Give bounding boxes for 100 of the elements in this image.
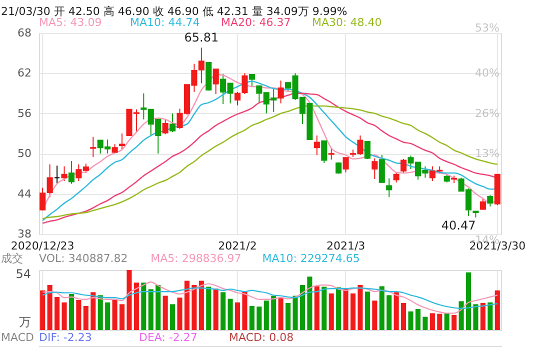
bar: [112, 300, 118, 330]
bar: [343, 288, 348, 330]
candlestick: [364, 141, 370, 160]
bar: [358, 285, 363, 330]
bar: [328, 293, 334, 330]
bar: [76, 300, 82, 330]
y-tick-label: 50: [18, 147, 32, 160]
bar: [213, 288, 218, 330]
candlestick: [400, 158, 407, 174]
bar: [228, 298, 233, 330]
bar: [162, 296, 168, 330]
bar: [488, 302, 493, 330]
bar: [141, 282, 146, 330]
bar: [119, 304, 125, 330]
bar: [386, 295, 392, 330]
candlestick: [54, 165, 60, 184]
candlestick: [278, 80, 284, 104]
y2-tick-label: 53%: [475, 22, 500, 34]
bar: [437, 314, 442, 330]
bar: [192, 285, 197, 330]
bar: [364, 292, 370, 330]
series-label: VOL: 340887.82: [39, 252, 128, 265]
y2-tick-label: 26%: [475, 106, 500, 120]
bar: [134, 282, 139, 330]
y-tick-label: 68: [18, 26, 32, 40]
bar: [401, 303, 406, 330]
bar: [83, 306, 88, 330]
bar: [430, 313, 435, 330]
candlestick: [248, 74, 255, 88]
candlestick: [242, 72, 248, 94]
y-tick-label: 44: [18, 187, 32, 200]
text: 21/03/30 开 42.50 高 46.90 收 46.90 低 42.31 量 34.09万 9.99%: [1, 5, 348, 18]
bar: [156, 285, 161, 330]
y2-tick-label: 13%: [475, 147, 500, 160]
candlestick: [386, 178, 392, 198]
bar: [40, 290, 46, 330]
bar: [379, 286, 384, 330]
candlestick: [68, 160, 75, 184]
candlestick: [487, 194, 494, 208]
text: MA10: 44.74: [130, 16, 200, 29]
bar: [394, 292, 399, 330]
candlestick: [393, 172, 400, 183]
bar: [90, 292, 96, 330]
bar: [249, 306, 254, 330]
bar: [62, 302, 67, 330]
x-tick-label: 2021/2: [218, 240, 257, 252]
bar: [234, 302, 240, 330]
annotation: 65.81: [184, 30, 219, 45]
text: MA20: 46.37: [221, 16, 291, 29]
bar: [198, 280, 204, 330]
text: 万: [19, 315, 31, 329]
candlestick: [378, 154, 385, 184]
bar: [105, 302, 110, 330]
chart-title: 成交: [1, 252, 23, 265]
bar: [126, 270, 132, 330]
bar: [350, 293, 356, 330]
x-tick-label: 2020/12/23: [10, 240, 74, 252]
y-tick-label: 38: [18, 228, 32, 240]
text: MA30: 48.40: [312, 16, 382, 29]
bar: [292, 296, 298, 330]
bar: [372, 300, 378, 330]
bar: [314, 286, 320, 330]
bar: [184, 280, 190, 330]
bar: [307, 276, 312, 330]
bar: [444, 313, 450, 330]
candlestick: [61, 166, 68, 182]
candlestick: [480, 198, 486, 210]
bar: [98, 295, 103, 330]
text: MACD: 0.08: [229, 331, 294, 344]
x-tick-label: 2021/3: [326, 240, 366, 252]
y-tick-label: 56: [18, 106, 32, 120]
candlestick: [162, 120, 168, 135]
bar: [256, 306, 262, 330]
text: DIF: -2.23: [39, 331, 92, 344]
text: 54: [16, 267, 31, 281]
bar: [264, 300, 269, 330]
bar: [54, 297, 60, 330]
candlestick: [212, 68, 219, 94]
text: MA10: 229274.65: [262, 252, 360, 265]
bar: [300, 285, 306, 330]
bar: [480, 303, 486, 330]
candlestick: [321, 140, 328, 164]
bar: [466, 272, 472, 330]
bar: [177, 298, 182, 330]
bar: [415, 309, 421, 330]
bar: [452, 315, 457, 330]
text: MA5: 43.09: [39, 16, 102, 29]
candlestick: [234, 91, 241, 106]
text: DEA: -2.27: [139, 331, 198, 344]
bar: [170, 304, 176, 330]
bar: [220, 292, 226, 330]
y2-tick-label: 40%: [475, 66, 500, 80]
candlestick: [314, 135, 320, 156]
candlestick: [118, 133, 126, 151]
y-tick-label: 62: [18, 66, 32, 80]
series-label: MA5: 298836.97: [150, 252, 242, 265]
candlestick: [342, 157, 349, 173]
bar: [473, 304, 478, 330]
candlestick: [90, 136, 96, 158]
bar: [148, 289, 154, 330]
